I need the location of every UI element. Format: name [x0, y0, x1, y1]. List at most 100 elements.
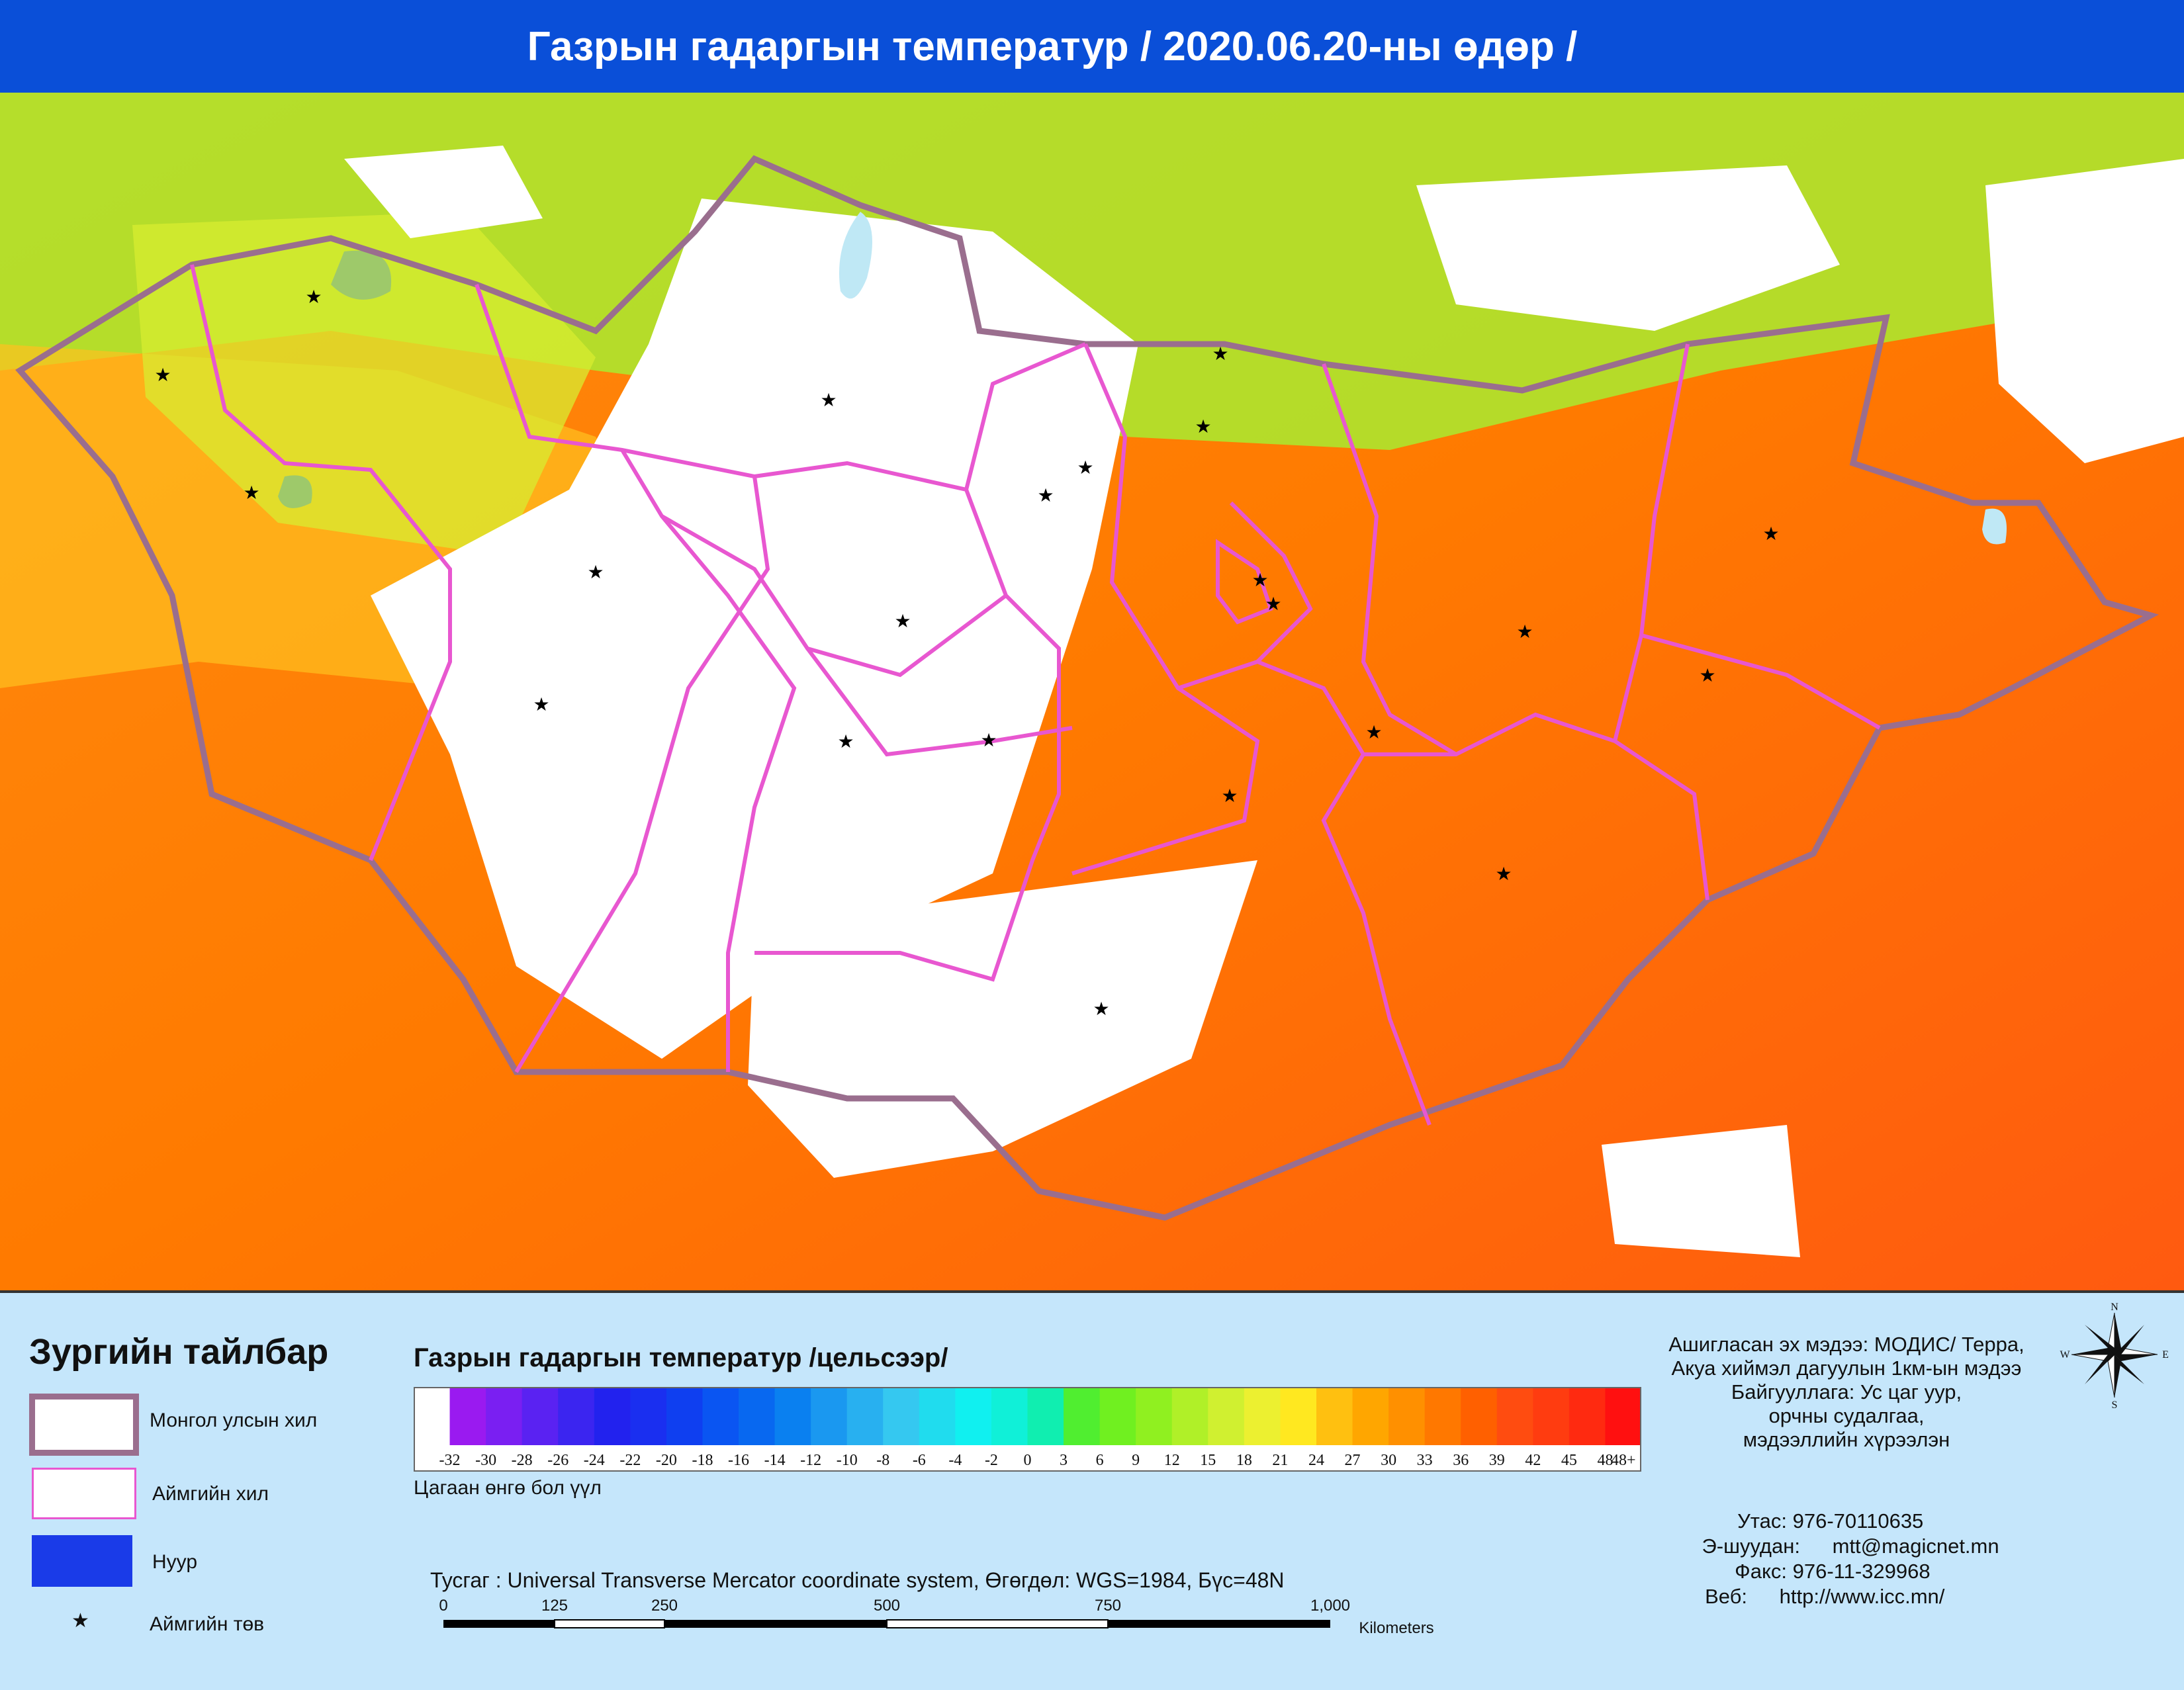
lake-swatch: [32, 1535, 132, 1587]
colorbar-tick-label: 6: [1096, 1452, 1104, 1469]
province-border-swatch: [32, 1468, 136, 1519]
cloud-central: [371, 199, 1138, 1059]
projection-note: Тусгаг : Universal Transverse Mercator c…: [430, 1568, 1285, 1592]
legend-label-lake: Нуур: [152, 1551, 198, 1573]
aimag-center-star: ★: [1251, 569, 1268, 591]
colorbar-swatch: [1533, 1387, 1570, 1445]
colorbar-swatch: [1064, 1387, 1101, 1445]
fax-label: Факс:: [1735, 1560, 1787, 1583]
temperature-map: ★ ★ ★ ★ ★ ★ ★ ★ ★ ★ ★ ★ ★ ★ ★ ★ ★ ★ ★ ★ …: [0, 93, 2184, 1290]
aimag-center-star: ★: [154, 364, 171, 386]
colorbar-swatch: [883, 1387, 920, 1445]
colorbar-outline: [414, 1387, 1641, 1472]
aimag-center-star: ★: [894, 610, 911, 632]
colorbar-tick-label: -14: [764, 1452, 786, 1469]
aimag-center-star: ★: [243, 482, 259, 504]
aimag-center-star: ★: [1093, 998, 1109, 1020]
colorbar-tick-label: 48+: [1611, 1452, 1636, 1469]
colorbar-swatch: [630, 1387, 667, 1445]
colorbar-swatch: [774, 1387, 811, 1445]
aimag-center-star: ★: [1516, 621, 1533, 643]
aimag-center-star: ★: [980, 729, 997, 751]
aimag-center-star: ★: [1699, 664, 1715, 686]
title-bar: Газрын гадаргын температур / 2020.06.20-…: [0, 0, 2184, 93]
colorbar-tick-label: -2: [985, 1452, 998, 1469]
aimag-center-star: ★: [837, 731, 854, 752]
source-line-4: орчны судалгаа,: [1768, 1404, 1925, 1427]
colorbar-label-strip: [414, 1445, 1641, 1472]
colorbar-swatch: [486, 1387, 523, 1445]
colorbar-swatch: [1496, 1387, 1533, 1445]
colorbar-swatch: [594, 1387, 631, 1445]
lake-uvs: [331, 250, 392, 300]
aimag-center-star: ★: [533, 693, 549, 715]
contact-info: Утас: 976-70110635 Э-шуудан: mtt@magicne…: [1681, 1509, 1999, 1609]
colorbar-tick-label: -26: [547, 1452, 569, 1469]
colorbar-swatch: [1461, 1387, 1498, 1445]
fax-value: 976-11-329968: [1792, 1560, 1931, 1583]
aimag-center-star: ★: [587, 561, 604, 583]
scale-label-250: 250: [651, 1597, 678, 1615]
lake-buir: [1982, 508, 2007, 545]
scale-bar: 0 125 250 500 750 1,000 Kilometers: [439, 1597, 1433, 1637]
colorbar-tick-label: 3: [1060, 1452, 1068, 1469]
aimag-center-star: ★: [1265, 593, 1281, 615]
phone-value: 976-70110635: [1792, 1509, 1924, 1533]
compass-s: S: [2112, 1400, 2118, 1411]
aimag-center-star: ★: [1037, 484, 1054, 506]
email-label: Э-шуудан:: [1702, 1534, 1800, 1558]
source-info: Ашигласан эх мэдээ: МОДИС/ Терра, Акуа х…: [1635, 1333, 2058, 1452]
aimag-center-star: ★: [1212, 343, 1228, 365]
colorbar-tick-label: -30: [475, 1452, 496, 1469]
aimag-center-star: ★: [1077, 457, 1093, 478]
temperature-colorbar: -32 -30 -28 -26 -24 -22 -20 -18 -16 -14 -12 -10 -8 -6…: [414, 1387, 1641, 1472]
scale-label-1000: 1,000: [1310, 1597, 1350, 1615]
colorbar-tick-label: 9: [1132, 1452, 1140, 1469]
colorbar-swatch: [1352, 1387, 1389, 1445]
colorbar-tick-label: 12: [1164, 1452, 1180, 1469]
scale-unit: Kilometers: [1359, 1619, 1433, 1637]
legend-label-province-border: Аймгийн хил: [152, 1483, 269, 1505]
colorbar-tick-label: -20: [656, 1452, 677, 1469]
web-link[interactable]: http://www.icc.mn/: [1779, 1585, 1945, 1608]
province-borders: [190, 264, 1881, 1126]
colorbar-swatch: [414, 1387, 451, 1445]
email-value[interactable]: mtt@magicnet.mn: [1832, 1534, 1999, 1558]
aimag-center-star: ★: [1762, 523, 1779, 545]
aimag-center-star: ★: [1495, 863, 1512, 885]
lake-khar-us: [278, 475, 312, 508]
colorbar-tick-label: -8: [876, 1452, 889, 1469]
scale-label-750: 750: [1095, 1597, 1121, 1615]
legend-label-country-border: Монгол улсын хил: [150, 1409, 318, 1431]
scale-label-500: 500: [874, 1597, 900, 1615]
colorbar-swatch: [1208, 1387, 1245, 1445]
colorbar-swatch: [1569, 1387, 1606, 1445]
cloud-east: [1985, 159, 2184, 463]
colorbar-swatch: [1027, 1387, 1064, 1445]
colorbar-swatch: [1136, 1387, 1173, 1445]
scale-label-125: 125: [541, 1597, 568, 1615]
colorbar-swatch: [1280, 1387, 1317, 1445]
star-swatch: ★: [71, 1609, 89, 1632]
colorbar-tick-label: -18: [692, 1452, 713, 1469]
colorbar-swatch: [1605, 1387, 1641, 1445]
compass-rose-icon: N S E W: [2060, 1302, 2168, 1411]
colorbar-tick-label: 18: [1236, 1452, 1252, 1469]
colorbar-tick-label: -16: [728, 1452, 749, 1469]
source-line-3: Байгууллага: Ус цаг уур,: [1731, 1380, 1962, 1403]
colorbar-tick-label: -10: [837, 1452, 858, 1469]
mongolia-border: [15, 155, 2160, 1221]
colorbar-tick-label: 36: [1453, 1452, 1469, 1469]
legend-label-aimag-center: Аймгийн төв: [150, 1613, 265, 1635]
colorbar-swatch: [955, 1387, 992, 1445]
colorbar-swatch: [449, 1387, 486, 1445]
country-border-swatch: [29, 1394, 139, 1456]
colorbar-swatch: [811, 1387, 848, 1445]
source-line-5: мэдээллийн хүрээлэн: [1743, 1428, 1950, 1451]
source-line-2: Акуа хиймэл дагуулын 1км-ын мэдээ: [1671, 1356, 2022, 1380]
cloud-note: Цагаан өнгө бол үүл: [414, 1477, 602, 1499]
colorbar-tick-label: -4: [948, 1452, 962, 1469]
colorbar-swatch: [846, 1387, 884, 1445]
colorbar-tick-label: -12: [800, 1452, 821, 1469]
colorbar-tick-label: -28: [512, 1452, 533, 1469]
